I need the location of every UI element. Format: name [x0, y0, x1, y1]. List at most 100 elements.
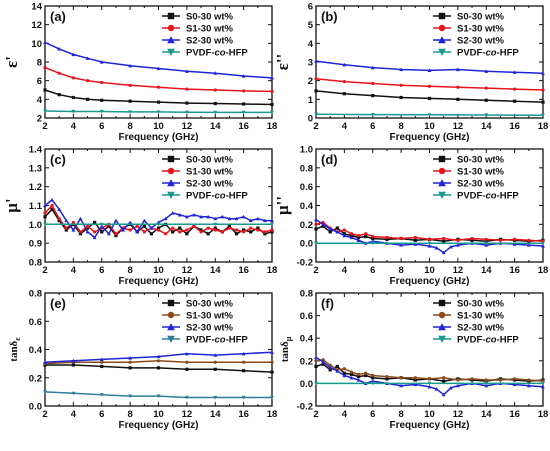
- data-point: [241, 395, 246, 400]
- y-tick-label: -0.2: [297, 258, 313, 269]
- y-tick-label: 0.0: [29, 402, 42, 413]
- series-line: [315, 78, 544, 91]
- series-2: [314, 217, 545, 255]
- data-point: [213, 110, 218, 115]
- x-tick-label: 8: [398, 409, 403, 420]
- x-tick-label: 16: [509, 265, 520, 276]
- data-point: [541, 88, 545, 92]
- y-tick-label: 1.0: [300, 145, 313, 156]
- data-point: [213, 367, 217, 371]
- data-point: [178, 226, 182, 230]
- data-point: [356, 235, 361, 240]
- data-point: [93, 230, 97, 234]
- data-point: [92, 235, 97, 240]
- data-point: [399, 376, 403, 380]
- legend-marker: [438, 299, 446, 307]
- series-1: [314, 220, 545, 243]
- y-tick-label: 0.4: [300, 334, 314, 345]
- y-tick-label: 4: [37, 95, 43, 106]
- data-point: [442, 236, 446, 241]
- data-point: [342, 228, 346, 232]
- y-tick-label: 6: [308, 2, 313, 13]
- series-line: [315, 90, 544, 103]
- data-point: [256, 228, 260, 232]
- y-axis-label: tanδμ: [279, 336, 293, 362]
- data-point: [71, 109, 76, 114]
- data-point: [399, 236, 403, 241]
- data-point: [270, 102, 274, 107]
- data-point: [242, 89, 246, 93]
- data-point: [171, 226, 175, 230]
- data-point: [526, 243, 531, 247]
- data-point: [263, 230, 267, 234]
- data-point: [484, 86, 488, 90]
- legend-marker: [167, 311, 175, 319]
- x-tick-label: 16: [509, 409, 520, 420]
- panel-label: (e): [50, 296, 66, 311]
- series-3: [314, 381, 545, 386]
- y-tick-label: 1.0: [29, 220, 42, 231]
- data-point: [342, 62, 347, 67]
- data-point: [43, 109, 47, 113]
- chart-panel: 2 4 6 8 10 12 14 16 18 2 4 6 8 10 12 14 Frequency (GHz) ε…: [2, 2, 277, 144]
- data-point: [314, 77, 318, 81]
- data-point: [448, 386, 453, 390]
- data-point: [270, 222, 274, 227]
- data-point: [448, 245, 453, 249]
- data-point: [156, 66, 161, 71]
- x-tick-label: 4: [71, 409, 77, 420]
- x-axis-label: Frequency (GHz): [389, 276, 469, 287]
- legend-label: S0-30 wt%: [186, 12, 234, 23]
- data-point: [427, 113, 432, 117]
- legend-marker: [438, 36, 446, 44]
- data-point: [442, 379, 446, 383]
- data-point: [128, 356, 133, 360]
- data-point: [427, 377, 432, 381]
- data-point: [512, 382, 517, 387]
- data-point: [213, 226, 217, 230]
- y-tick-label: 0.6: [300, 182, 313, 193]
- data-point: [385, 237, 389, 241]
- data-point: [371, 236, 375, 241]
- y-tick-label: 0: [308, 114, 313, 125]
- y-tick-label: 4: [308, 39, 314, 50]
- series-3: [314, 112, 545, 118]
- x-tick-label: 8: [127, 409, 132, 420]
- data-point: [262, 218, 267, 223]
- data-point: [57, 218, 61, 223]
- data-point: [156, 366, 161, 370]
- legend-label: S0-30 wt%: [186, 299, 234, 310]
- data-point: [156, 354, 161, 359]
- x-tick-label: 12: [453, 121, 464, 132]
- data-point: [57, 93, 61, 97]
- data-point: [220, 214, 225, 219]
- data-point: [213, 216, 218, 221]
- y-axis-label: μ': [2, 198, 21, 212]
- x-tick-label: 18: [538, 265, 549, 276]
- y-axis-label: ε': [2, 56, 21, 68]
- data-point: [498, 238, 503, 242]
- y-tick-label: -0.2: [297, 402, 313, 413]
- x-tick-label: 6: [99, 265, 104, 276]
- y-tick-label: 1.2: [29, 182, 42, 193]
- data-point: [248, 218, 253, 223]
- data-point: [142, 224, 146, 228]
- y-tick-label: 5: [308, 20, 314, 31]
- data-point: [349, 235, 354, 240]
- y-tick-label: 1.3: [29, 163, 42, 174]
- data-point: [156, 110, 161, 114]
- legend-label: S1-30 wt%: [457, 311, 505, 322]
- data-point: [541, 384, 545, 389]
- data-point: [314, 112, 318, 117]
- series-0: [43, 363, 274, 374]
- data-point: [213, 360, 217, 364]
- x-tick-label: 12: [182, 409, 193, 420]
- legend-label: PVDF-co-HFP: [186, 335, 248, 346]
- data-point: [356, 375, 361, 379]
- legend-marker: [167, 179, 175, 187]
- data-point: [484, 113, 489, 117]
- x-tick-label: 2: [42, 265, 47, 276]
- legend-marker: [167, 299, 175, 307]
- data-point: [234, 216, 239, 221]
- data-point: [170, 211, 175, 215]
